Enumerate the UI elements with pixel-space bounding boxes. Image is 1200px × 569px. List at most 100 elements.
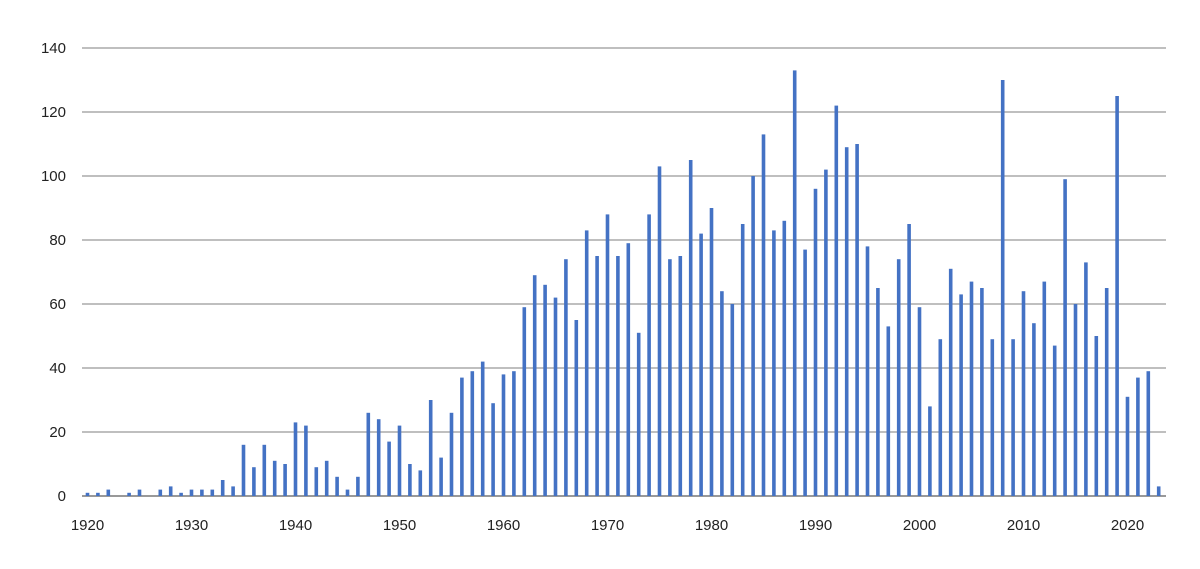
- bar-2002: [938, 339, 943, 496]
- bar-1937: [262, 444, 267, 496]
- x-tick-label: 1990: [799, 517, 832, 534]
- bar-1940: [293, 422, 298, 496]
- y-tick-label: 80: [49, 232, 66, 249]
- x-tick-label: 2010: [1007, 517, 1040, 534]
- bar-2014: [1063, 179, 1067, 496]
- bar-1966: [564, 259, 568, 496]
- bar-1981: [720, 291, 724, 496]
- bar-1970: [605, 214, 610, 496]
- bar-1941: [304, 425, 308, 496]
- bar-2021: [1136, 377, 1140, 496]
- bar-1986: [772, 230, 776, 496]
- bar-1960: [501, 374, 506, 496]
- bar-1964: [543, 284, 547, 496]
- bar-1958: [480, 361, 485, 496]
- bar-1961: [512, 371, 516, 496]
- x-tick-label: 2020: [1111, 517, 1144, 534]
- bar-1983: [740, 224, 745, 496]
- bar-2018: [1104, 288, 1109, 496]
- x-tick-label: 1970: [591, 517, 624, 534]
- bar-1968: [584, 230, 589, 496]
- bar-2023: [1156, 486, 1161, 496]
- bar-1924: [127, 492, 131, 496]
- bar-1975: [657, 166, 662, 496]
- x-tick-label: 1960: [487, 517, 520, 534]
- bar-1957: [470, 371, 475, 496]
- bar-series: [85, 70, 1161, 497]
- bar-1954: [439, 457, 443, 496]
- bar-1979: [699, 233, 703, 496]
- bar-1950: [397, 425, 402, 496]
- bar-1933: [220, 480, 225, 496]
- bar-1944: [335, 476, 339, 496]
- bar-2017: [1094, 336, 1099, 496]
- bar-1963: [532, 275, 537, 496]
- bar-1938: [272, 460, 277, 496]
- bar-1936: [252, 467, 256, 496]
- bar-2020: [1125, 396, 1130, 496]
- bar-2012: [1042, 281, 1047, 496]
- bar-1989: [803, 249, 807, 496]
- bar-1949: [387, 441, 391, 496]
- bar-1920: [85, 492, 90, 496]
- gridlines: [82, 47, 1166, 497]
- bar-2009: [1011, 339, 1015, 496]
- bar-1969: [595, 256, 599, 496]
- bar-1946: [356, 476, 360, 496]
- x-tick-label: 1920: [71, 517, 104, 534]
- x-axis: 1920 1930 1940 1950 1960 1970 1980 1990 2000 2010…: [71, 517, 1144, 534]
- bar-2016: [1084, 262, 1088, 496]
- bar-1985: [761, 134, 766, 496]
- bar-1927: [158, 489, 163, 496]
- bar-2022: [1146, 371, 1151, 496]
- bar-1928: [168, 486, 173, 496]
- bar-1952: [418, 470, 423, 496]
- bar-1934: [231, 486, 235, 496]
- bar-1994: [855, 144, 859, 496]
- y-tick-label: 140: [41, 40, 66, 57]
- bar-2019: [1115, 96, 1119, 496]
- bar-1959: [491, 403, 495, 496]
- bar-1943: [324, 460, 329, 496]
- y-tick-label: 40: [49, 360, 66, 377]
- bar-1965: [553, 297, 558, 496]
- bar-1930: [189, 489, 194, 496]
- x-tick-label: 1950: [383, 517, 416, 534]
- bar-1998: [896, 259, 901, 496]
- bar-1996: [876, 288, 880, 496]
- bar-1991: [824, 169, 828, 496]
- bar-1935: [241, 444, 246, 496]
- y-axis: 0 20 40 60 80 100 120 140: [41, 40, 66, 505]
- x-tick-label: 1940: [279, 517, 312, 534]
- bar-1990: [813, 188, 818, 497]
- y-tick-label: 0: [58, 488, 66, 505]
- x-tick-label: 1930: [175, 517, 208, 534]
- bar-2001: [928, 406, 932, 496]
- bar-2010: [1021, 291, 1026, 496]
- bar-1962: [522, 307, 527, 496]
- bar-1973: [636, 332, 641, 496]
- bar-1955: [449, 412, 454, 496]
- bar-1977: [678, 256, 683, 496]
- bar-1971: [616, 256, 620, 496]
- bar-2008: [1000, 80, 1005, 496]
- bar-2013: [1052, 345, 1057, 496]
- bar-2007: [990, 339, 995, 496]
- bar-1956: [460, 377, 464, 496]
- bar-2011: [1032, 323, 1036, 496]
- bar-1945: [345, 489, 350, 496]
- bar-1997: [886, 326, 891, 496]
- bar-1942: [314, 467, 319, 496]
- bar-1976: [668, 259, 672, 496]
- y-tick-label: 120: [41, 104, 66, 121]
- bar-1967: [574, 320, 579, 496]
- bar-1929: [179, 492, 183, 496]
- y-tick-label: 20: [49, 424, 66, 441]
- bar-2004: [959, 294, 963, 496]
- bar-1948: [376, 419, 381, 496]
- bar-1993: [844, 147, 849, 496]
- bar-2000: [917, 307, 922, 496]
- bar-1947: [366, 412, 371, 496]
- bar-1988: [792, 70, 797, 497]
